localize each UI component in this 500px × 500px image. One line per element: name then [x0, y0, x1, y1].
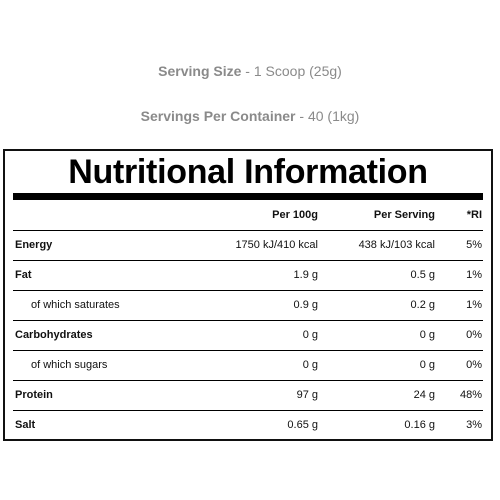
- value-ri: 1%: [466, 269, 482, 281]
- nutrient-name: Carbohydrates: [15, 329, 93, 341]
- servings-per-container-line: Servings Per Container - 40 (1kg): [140, 108, 360, 124]
- nutrient-name: Energy: [15, 239, 53, 251]
- serving-size-line: Serving Size - 1 Scoop (25g): [158, 63, 342, 79]
- value-per-serving: 0 g: [419, 329, 435, 341]
- value-per-100g: 1750 kJ/410 kcal: [235, 239, 318, 251]
- value-per-serving: 0 g: [419, 359, 435, 371]
- column-header-per-100g: Per 100g: [272, 209, 318, 221]
- value-per-100g: 0.9 g: [293, 299, 318, 311]
- serving-size-label: Serving Size: [158, 63, 242, 79]
- value-per-serving: 438 kJ/103 kcal: [358, 239, 435, 251]
- table-row-fat: Fat 1.9 g 0.5 g 1%: [13, 260, 483, 291]
- nutrient-name: Salt: [15, 419, 36, 431]
- table-row-salt: Salt 0.65 g 0.16 g 3%: [13, 410, 483, 440]
- value-ri: 3%: [466, 419, 482, 431]
- value-per-serving: 0.16 g: [404, 419, 435, 431]
- servings-per-container-label: Servings Per Container: [140, 108, 296, 124]
- column-header-ri: *RI: [466, 209, 482, 221]
- nutrient-name: of which sugars: [31, 359, 108, 371]
- title-divider: [13, 193, 483, 200]
- value-ri: 0%: [466, 329, 482, 341]
- servings-per-container-value: 40 (1kg): [307, 108, 360, 124]
- panel-title: Nutritional Information: [68, 153, 428, 191]
- value-per-100g: 0.65 g: [287, 419, 318, 431]
- value-per-100g: 0 g: [302, 329, 318, 341]
- table-header-row: Per 100g Per Serving *RI: [13, 200, 483, 231]
- value-ri: 0%: [466, 359, 482, 371]
- table-row-protein: Protein 97 g 24 g 48%: [13, 380, 483, 411]
- table-row-energy: Energy 1750 kJ/410 kcal 438 kJ/103 kcal …: [13, 230, 483, 261]
- value-per-serving: 0.5 g: [410, 269, 435, 281]
- value-per-serving: 24 g: [413, 389, 435, 401]
- nutrient-name: Fat: [15, 269, 32, 281]
- value-ri: 48%: [459, 389, 482, 401]
- table-row-carbohydrates: Carbohydrates 0 g 0 g 0%: [13, 320, 483, 351]
- column-header-per-serving: Per Serving: [373, 209, 435, 221]
- table-row-sugars: of which sugars 0 g 0 g 0%: [13, 350, 483, 381]
- value-per-100g: 97 g: [296, 389, 318, 401]
- nutrient-name: Protein: [15, 389, 53, 401]
- serving-size-value: 1 Scoop (25g): [253, 63, 342, 79]
- value-ri: 5%: [466, 239, 482, 251]
- nutrition-panel: Nutritional Information Per 100g Per Ser…: [3, 149, 493, 441]
- value-ri: 1%: [466, 299, 482, 311]
- value-per-100g: 0 g: [302, 359, 318, 371]
- nutrient-name: of which saturates: [31, 299, 120, 311]
- value-per-100g: 1.9 g: [293, 269, 318, 281]
- table-row-saturates: of which saturates 0.9 g 0.2 g 1%: [13, 290, 483, 321]
- value-per-serving: 0.2 g: [410, 299, 435, 311]
